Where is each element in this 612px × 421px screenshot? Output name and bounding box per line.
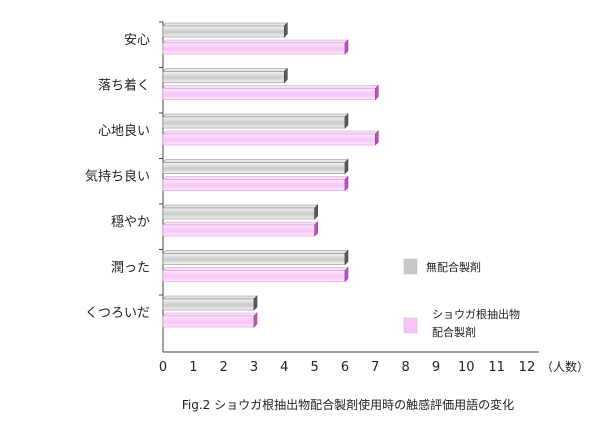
bar-no-blend (162, 67, 289, 84)
category-label: 潤った (111, 261, 150, 276)
bar-ginger-blend (162, 175, 349, 192)
x-tick-label: 1 (189, 360, 197, 375)
x-tick-label: 8 (401, 360, 409, 375)
legend-label: ショウガ根抽出物配合製剤 (432, 307, 520, 339)
bar-no-blend (162, 249, 349, 266)
x-tick-label: 11 (488, 360, 505, 375)
x-tick-label: 5 (311, 360, 319, 375)
x-tick-label: 2 (220, 360, 228, 375)
bar-no-blend (162, 204, 319, 220)
bar-no-blend (162, 113, 349, 129)
x-tick-label: 4 (280, 360, 288, 375)
x-tick-label: 0 (159, 360, 167, 375)
bar-ginger-blend (162, 312, 258, 328)
figure-caption: Fig.2 ショウガ根抽出物配合製剤使用時の触感評価用語の変化 (182, 397, 514, 412)
category-label: くつろいだ (85, 306, 150, 321)
bar-no-blend (162, 22, 289, 38)
bar-no-blend (162, 158, 349, 175)
legend-swatch (403, 317, 418, 334)
bar-ginger-blend (162, 84, 380, 101)
bar-ginger-blend (162, 130, 380, 146)
x-tick-label: 9 (432, 360, 440, 375)
category-label: 落ち着く (98, 78, 150, 94)
bar-ginger-blend (162, 221, 319, 237)
x-tick-label: 3 (250, 360, 258, 375)
category-label: 安心 (124, 33, 150, 48)
axes: 0 1 2 3 4 5 6 7 8 9 10 11 12 （人数） (159, 22, 589, 375)
category-label: 心地良い (98, 123, 150, 139)
x-tick-label: 6 (341, 360, 349, 375)
x-tick-label: 7 (371, 360, 379, 375)
category-label: 気持ち良い (85, 169, 150, 185)
legend-label: 無配合製剤 (426, 260, 481, 274)
bar-ginger-blend (162, 266, 349, 283)
legend-swatch (403, 258, 418, 275)
x-tick-label: 12 (519, 360, 536, 375)
bar-ginger-blend (162, 39, 349, 55)
x-tick-label: 10 (458, 360, 475, 375)
x-axis-unit-label: （人数） (541, 359, 589, 374)
bar-no-blend (162, 295, 258, 311)
category-label: 穏やか (111, 215, 150, 230)
